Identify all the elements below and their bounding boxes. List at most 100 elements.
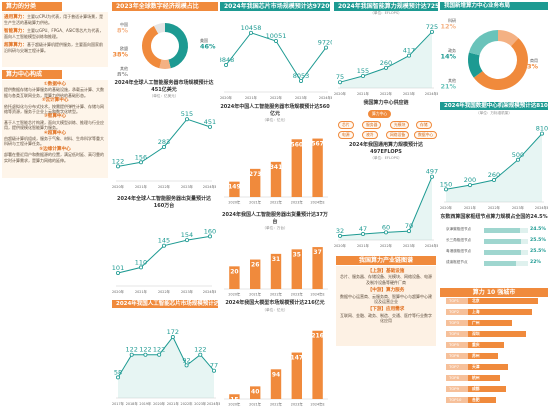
center-item: ②云计算中心 依托虚拟化与分布式技术，按需提供弹性计算、存储与网络等资源，服务于企… — [4, 98, 104, 115]
data-point — [116, 375, 121, 380]
chart-china-ai-server-shipment: 20 2020年 26 2021年 31 2022年 35 2023年 37 2024年E — [224, 247, 328, 297]
center-item: ⑤边缘计算中心 部署在靠近用户和数据源的位置，满足低时延、高可靠的实时计算需求，是… — [4, 146, 104, 163]
supply-chain-node: 芯片 — [338, 121, 354, 129]
x-tick-label: 2021年 — [464, 205, 477, 210]
hbar-title: 东数西算国家枢纽节点算力规模占全国的24.5% — [440, 214, 548, 220]
slice-value-label: 12% — [440, 23, 456, 31]
donut-slice — [165, 23, 189, 69]
supply-chain-node: 服务器 — [362, 121, 382, 129]
donut-slice — [153, 23, 165, 34]
header-digital-economy: 2023年全球数字经济规模占比 — [112, 2, 218, 11]
x-tick-label: 2022年 — [158, 184, 171, 189]
legend-label: 其他 — [448, 77, 456, 83]
data-label: 283 — [158, 138, 170, 146]
hbar-track — [484, 228, 528, 233]
hbar-row: 成渝枢纽节点 22% — [444, 259, 541, 269]
hbar-label: 长三角枢纽节点 — [446, 238, 472, 242]
x-tick-label: 2024年E — [425, 243, 438, 248]
data-point — [384, 65, 389, 70]
rank-position: TOP10 — [446, 397, 468, 403]
bar — [229, 266, 240, 289]
x-tick-label: 2023年 — [291, 200, 304, 205]
donut-slice — [473, 38, 528, 90]
chart-unit: （单位：万标准机架） — [476, 111, 512, 115]
intro-item: 通用算力：主要以CPU为代表，用于普适计算场景，是生产生活的基础算力供给。 — [4, 14, 104, 26]
data-label: 145 — [158, 237, 170, 245]
bar-value-label: 26 — [251, 262, 259, 269]
data-point — [324, 45, 329, 50]
chart-title-global-ai-server-shipment: 2024年全球人工智能服务器出货量预计达160万台 — [117, 196, 211, 209]
rank-row: TOP8 杭州 — [444, 374, 538, 382]
data-point — [157, 352, 162, 357]
bar-value-label: 567 — [311, 141, 324, 148]
chart-title-global-ai-server-market: 2024年全球人工智能服务器市场规模预计达451亿美元 — [114, 80, 214, 93]
rank-row: TOP9 成都 — [444, 385, 538, 393]
data-label: 172 — [167, 328, 179, 336]
bar-value-label: 147 — [291, 355, 304, 362]
rank-city-bar: 广州 — [468, 320, 512, 326]
supply-chain-node: 网络设备 — [386, 131, 410, 139]
slice-value-label: 38% — [112, 51, 128, 59]
supply-chain-node: 光模块 — [390, 121, 410, 129]
intro-item: 超算算力：基于超级计算机提供服务，主要面向国家前沿科研与尖端工程计算。 — [4, 41, 103, 54]
data-point — [208, 124, 213, 129]
x-tick-label: 2020年 — [440, 205, 453, 210]
data-point — [360, 232, 365, 237]
data-point — [299, 78, 304, 83]
data-point — [184, 363, 189, 368]
data-label: 75 — [336, 73, 344, 81]
bar-value-label: 31 — [272, 256, 280, 263]
x-tick-label: 2024年E — [311, 200, 325, 205]
centers-text: ①数据中心 提供数据存储与计算服务的基础设施，承载云计算、大数据与各类互联网业务，… — [4, 82, 106, 163]
supply-chain-node: 数据中心 — [414, 131, 438, 139]
bar — [270, 253, 282, 289]
data-label: 10458 — [241, 24, 262, 32]
hbar-track — [484, 250, 528, 255]
data-point — [430, 29, 435, 34]
data-label: 60 — [382, 223, 390, 231]
supply-chain-root: 算力中心 — [368, 110, 392, 118]
data-point — [248, 30, 253, 35]
data-point — [467, 183, 472, 188]
chart-title-china-ai-server-market: 2024年中国人工智能服务器市场规模预计达560亿元 — [220, 104, 330, 117]
rank-position: TOP3 — [446, 320, 468, 326]
data-point — [162, 145, 167, 150]
center-item: ①数据中心 提供数据存储与计算服务的基础设施，承载云计算、大数据与各类互联网业务，… — [4, 82, 104, 98]
data-label: 200 — [464, 176, 476, 184]
data-point — [185, 117, 190, 122]
data-point — [116, 164, 121, 169]
chain-midstream-title: 【中游】算力服务 — [367, 288, 405, 294]
industry-chain-text: 【上游】基础设施 芯片、服务器、存储设备、光模块、网络设备、电源及制冷设备等硬件… — [339, 269, 433, 324]
data-point — [138, 160, 143, 165]
area-fill — [118, 337, 214, 398]
header-compute-types: 算力的分类 — [2, 2, 62, 11]
data-label: 70 — [405, 222, 413, 230]
rank-row: TOP4 深圳 — [444, 330, 538, 338]
x-tick-label: 2020年 — [334, 243, 347, 248]
x-tick-label: 2021年 — [357, 91, 370, 96]
x-tick-label: 2021年 — [135, 184, 148, 189]
data-label: 155 — [357, 67, 369, 75]
header-intelligent-compute: 2024年我国智能算力规模预计达725EFLOPS — [334, 2, 438, 11]
chain-upstream-title: 【上游】基础设施 — [367, 269, 405, 274]
x-tick-label: 2022年 — [380, 243, 393, 248]
bar — [229, 181, 240, 197]
x-tick-label: 2022年 — [488, 205, 501, 210]
slice-value-label: 53% — [522, 63, 538, 71]
hbar-fill — [484, 250, 522, 255]
x-tick-label: 2024年E — [535, 205, 548, 210]
area-fill — [340, 31, 432, 88]
x-tick-label: 2024年E — [311, 402, 325, 407]
data-point — [430, 174, 435, 179]
data-point — [384, 230, 389, 235]
x-tick-label: 2021年 — [357, 243, 370, 248]
data-point — [444, 187, 449, 192]
x-tick-label: 2024年E — [203, 184, 216, 189]
data-point — [274, 38, 279, 43]
header-chip-market: 2024年我国芯片市场规模预计达9720亿元 — [220, 2, 330, 11]
rank-city-bar: 深圳 — [468, 331, 526, 337]
x-tick-label: 2022年 — [380, 91, 393, 96]
data-label: 122 — [126, 346, 138, 354]
